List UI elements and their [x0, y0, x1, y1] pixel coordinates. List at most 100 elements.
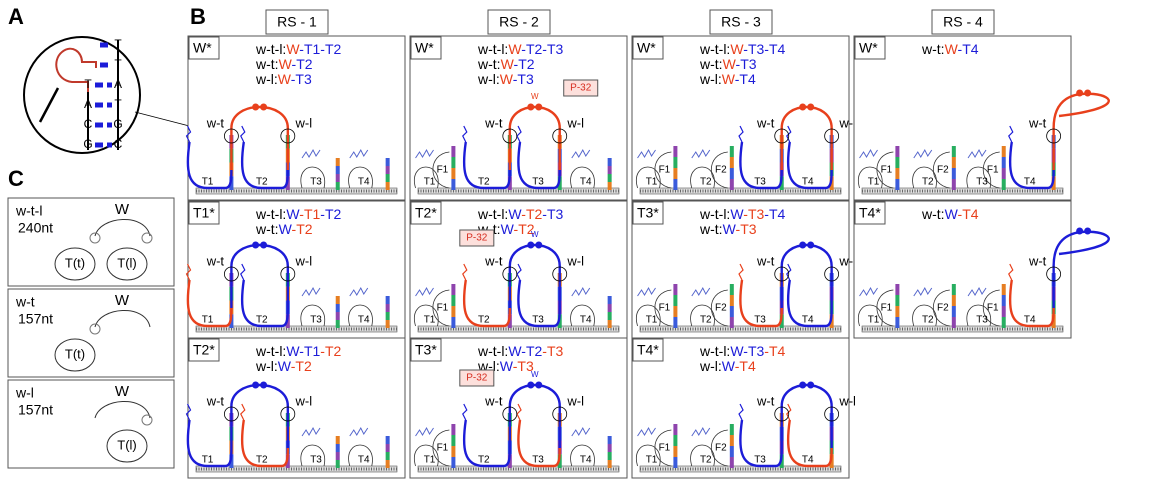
strand-label: T3 — [532, 455, 544, 466]
loop-bead — [799, 104, 806, 111]
loop-bead — [807, 382, 814, 389]
stem-segment — [952, 168, 956, 179]
stem-segment — [673, 284, 677, 295]
strand-label: T2 — [256, 177, 268, 188]
stem-segment — [730, 457, 734, 468]
w-mark: W — [531, 370, 539, 379]
legend-part: -T3-T4 — [743, 41, 785, 57]
legend-line: w-t-l:W-T1-T2 — [255, 343, 342, 359]
loop-bead — [260, 104, 267, 111]
cell-label: W* — [637, 40, 656, 56]
strand-label: T3 — [532, 177, 544, 188]
legend-part: -T1-T2 — [299, 41, 341, 57]
stem-segment — [386, 296, 390, 304]
stem-segment — [673, 157, 677, 168]
loop-bead — [535, 104, 542, 111]
cell-label: T3* — [637, 205, 659, 221]
stem-segment — [451, 284, 455, 295]
flap-label: F2 — [937, 165, 949, 176]
legend-line: w-t-l:W-T2-T3 — [477, 41, 564, 57]
legend-line: w-l:W-T3 — [255, 71, 312, 87]
base-letter: C — [84, 117, 93, 131]
panel-label: C — [8, 166, 24, 191]
loop-bead — [527, 382, 534, 389]
legend-key: w-t: — [255, 221, 279, 237]
legend-key: w-t-l: — [699, 206, 730, 222]
stem-segment — [895, 295, 899, 306]
w-loop — [95, 219, 150, 236]
legend-line: w-t-l:W-T3-T4 — [699, 343, 786, 359]
legend-line: w-t:W-T4 — [921, 206, 979, 222]
inset-circle — [24, 37, 140, 153]
stem-segment — [336, 174, 340, 182]
column-header: RS - 1 — [277, 14, 317, 30]
strand-label: T4 — [358, 315, 370, 326]
stem-segment — [451, 457, 455, 468]
stem-segment — [386, 452, 390, 460]
p32-label: P-32 — [466, 373, 488, 384]
legend-part: -T3 — [736, 221, 757, 237]
loop-bead — [535, 382, 542, 389]
stem-segment — [451, 168, 455, 179]
loop-bead — [535, 242, 542, 249]
legend-key: w-t-l: — [255, 343, 286, 359]
page: A B C TTTAATCGGCw-t-l240ntWT(t)T(l)w-t15… — [0, 0, 1152, 485]
stem-segment — [895, 306, 899, 317]
legend-part: -T4 — [735, 358, 756, 374]
stem-segment — [451, 179, 455, 190]
stem-segment — [1002, 284, 1006, 295]
tail-label: T(t) — [65, 255, 85, 270]
legend-part: -T1 — [299, 206, 320, 222]
legend-part: W — [500, 358, 514, 374]
stem-segment — [952, 295, 956, 306]
flap-label: F2 — [715, 443, 727, 454]
strand-label: T3 — [532, 315, 544, 326]
legend-part: W — [500, 71, 514, 87]
loop-bead — [799, 382, 806, 389]
stem-segment — [608, 304, 612, 312]
marker-label: w-t — [206, 115, 225, 130]
stem-segment — [730, 295, 734, 306]
legend-part: -T2 — [320, 343, 341, 359]
stem-segment — [730, 284, 734, 295]
legend-part: -T3 — [542, 343, 563, 359]
flap-label: F1 — [659, 303, 671, 314]
stem-segment — [386, 436, 390, 444]
marker-label: w-t — [206, 393, 225, 408]
legend-key: w-l: — [699, 358, 722, 374]
strand-label: T1 — [646, 177, 658, 188]
strand-label: T2 — [256, 315, 268, 326]
legend-part: -T4 — [958, 206, 979, 222]
stem-segment — [451, 146, 455, 157]
cell-label: W* — [193, 40, 212, 56]
legend-part: W — [945, 206, 959, 222]
cell-label: T3* — [415, 342, 437, 358]
stem-segment — [895, 168, 899, 179]
strand-label: T3 — [310, 177, 322, 188]
legend-line: w-t-l:W-T3-T4 — [699, 206, 786, 222]
stem-segment — [673, 424, 677, 435]
legend-part: W — [501, 221, 515, 237]
stem-segment — [608, 452, 612, 460]
stem-segment — [730, 306, 734, 317]
marker-label: w-t — [756, 253, 775, 268]
marker-label: w-t — [756, 393, 775, 408]
stem-segment — [336, 166, 340, 174]
w-label: W — [115, 383, 130, 400]
strand-label: T3 — [754, 177, 766, 188]
stem-segment — [673, 317, 677, 328]
loop-bead — [252, 242, 259, 249]
legend-part: W — [730, 343, 744, 359]
legend-part: W — [723, 56, 737, 72]
legend-key: w-t-l: — [255, 41, 286, 57]
flap-label: F2 — [937, 303, 949, 314]
flap-label: F2 — [715, 165, 727, 176]
marker-label: w-l — [566, 115, 584, 130]
loop-bead — [1084, 90, 1091, 97]
stem-segment — [673, 457, 677, 468]
column-header: RS - 2 — [499, 14, 539, 30]
stem-segment — [336, 158, 340, 166]
marker-label: w-l — [838, 393, 856, 408]
stem-segment — [895, 284, 899, 295]
strand-label: T3 — [976, 315, 988, 326]
